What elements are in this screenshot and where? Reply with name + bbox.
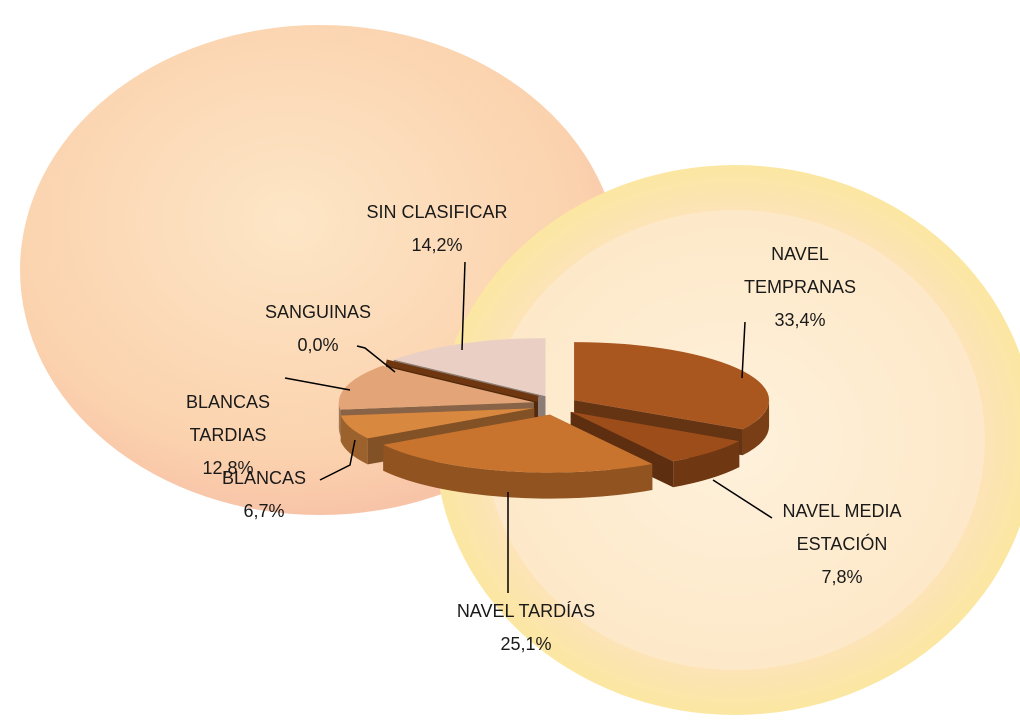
slice-top bbox=[570, 411, 740, 462]
slice-wall bbox=[383, 444, 653, 499]
category-label: NAVEL TARDÍAS bbox=[456, 601, 596, 621]
slice-top bbox=[340, 408, 535, 439]
leader-line bbox=[712, 479, 773, 519]
slice-top bbox=[393, 338, 546, 397]
leader-line bbox=[741, 321, 746, 379]
slice-wall bbox=[673, 441, 740, 488]
slice-label: SANGUINAS 0,0% bbox=[253, 296, 383, 362]
slice-wall bbox=[338, 402, 341, 436]
value-label: 14,2% bbox=[411, 235, 463, 255]
value-label: 12,8% bbox=[202, 458, 254, 478]
slice-top bbox=[574, 342, 770, 430]
pie bbox=[338, 338, 770, 499]
leader-line bbox=[356, 345, 396, 373]
value-label: 25,1% bbox=[500, 634, 552, 654]
leader-line bbox=[284, 377, 351, 391]
slice bbox=[383, 414, 653, 499]
category-label: NAVEL MEDIA ESTACIÓN bbox=[782, 501, 902, 554]
value-label: 7,8% bbox=[821, 567, 863, 587]
value-label: 33,4% bbox=[774, 310, 826, 330]
slice-label: BLANCAS 6,7% bbox=[204, 462, 324, 528]
value-label: 0,0% bbox=[297, 335, 339, 355]
category-label: BLANCAS TARDIAS bbox=[185, 392, 271, 445]
slice-label: SIN CLASIFICAR 14,2% bbox=[352, 196, 522, 262]
slice-label: NAVEL MEDIA ESTACIÓN 7,8% bbox=[762, 495, 922, 594]
slice-top bbox=[383, 414, 653, 473]
category-label: NAVEL TEMPRANAS bbox=[743, 244, 857, 297]
slice-wall bbox=[340, 415, 368, 465]
leader-line bbox=[319, 439, 356, 481]
leader-line bbox=[461, 261, 466, 351]
category-label: SIN CLASIFICAR bbox=[366, 202, 508, 222]
slice-label: NAVEL TEMPRANAS 33,4% bbox=[730, 238, 870, 337]
value-label: 6,7% bbox=[243, 501, 285, 521]
slice-label: BLANCAS TARDIAS 12,8% bbox=[168, 386, 288, 485]
slice-label: NAVEL TARDÍAS 25,1% bbox=[426, 595, 626, 661]
category-label: BLANCAS bbox=[221, 468, 307, 488]
slice-wall bbox=[742, 400, 770, 456]
slice-top bbox=[385, 359, 539, 402]
category-label: SANGUINAS bbox=[264, 302, 372, 322]
leader-lines bbox=[284, 261, 773, 593]
slice-top bbox=[338, 365, 534, 410]
